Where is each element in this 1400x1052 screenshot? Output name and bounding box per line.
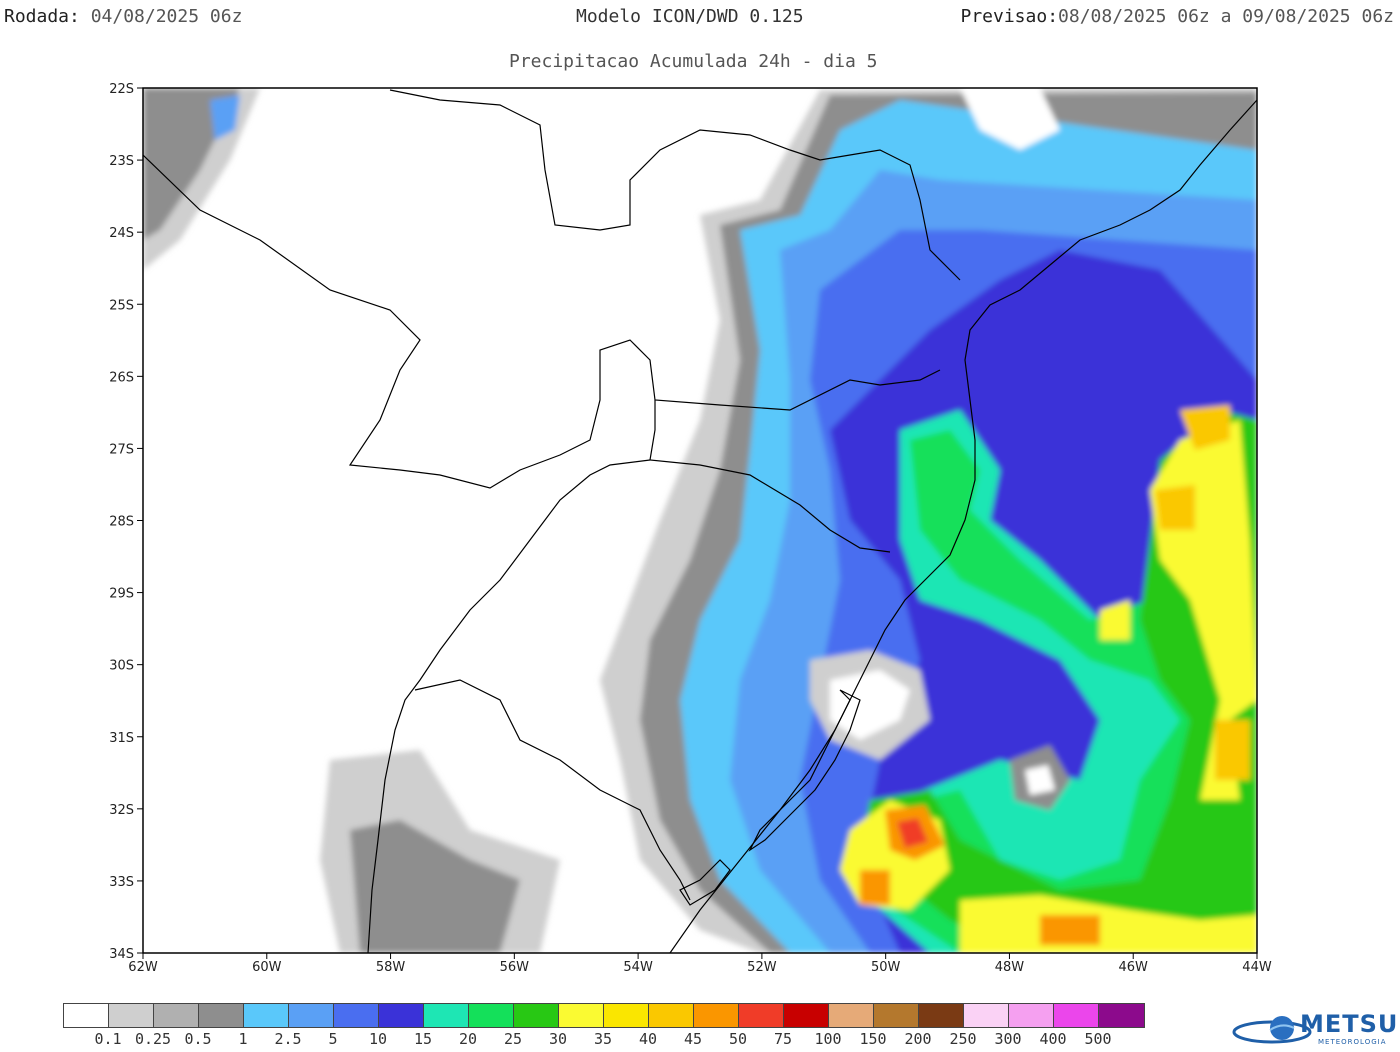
map-subtitle: Precipitacao Acumulada 24h - dia 5 bbox=[509, 51, 878, 72]
lat-tick-label: 22S bbox=[109, 82, 134, 97]
colorbar-label: 150 bbox=[859, 1030, 887, 1048]
colorbar-label: 10 bbox=[368, 1030, 388, 1048]
precipitation-map: 22S23S24S25S26S27S28S29S30S31S32S33S34S6… bbox=[109, 82, 1272, 975]
precip-colorbar bbox=[63, 1003, 1145, 1028]
colorbar-label: 200 bbox=[904, 1030, 932, 1048]
logo-text: METSUL bbox=[1300, 1010, 1400, 1038]
colorbar-swatch bbox=[199, 1004, 244, 1027]
lon-tick-label: 50W bbox=[871, 960, 901, 975]
colorbar-swatch bbox=[379, 1004, 424, 1027]
run-date: Rodada: 04/08/2025 06z bbox=[4, 6, 243, 27]
colorbar-label: 15 bbox=[413, 1030, 433, 1048]
colorbar-swatch bbox=[919, 1004, 964, 1027]
lon-tick-label: 48W bbox=[995, 960, 1025, 975]
colorbar-swatch bbox=[694, 1004, 739, 1027]
lat-tick-label: 34S bbox=[109, 947, 134, 962]
lat-tick-label: 32S bbox=[109, 803, 134, 818]
colorbar-label: 40 bbox=[638, 1030, 658, 1048]
political-borders bbox=[143, 89, 1257, 953]
colorbar-label: 300 bbox=[994, 1030, 1022, 1048]
colorbar-label: 250 bbox=[949, 1030, 977, 1048]
colorbar-label: 400 bbox=[1039, 1030, 1067, 1048]
colorbar-label: 50 bbox=[728, 1030, 748, 1048]
forecast-period: Previsao:08/08/2025 06z a 09/08/2025 06z bbox=[960, 6, 1395, 27]
lat-tick-label: 26S bbox=[109, 370, 134, 385]
colorbar-swatch bbox=[829, 1004, 874, 1027]
colorbar-label: 0.1 bbox=[94, 1030, 122, 1048]
colorbar-swatch bbox=[1099, 1004, 1144, 1027]
colorbar-label: 0.25 bbox=[134, 1030, 172, 1048]
logo-subtext: METEOROLOGIA bbox=[1318, 1038, 1387, 1046]
lon-tick-label: 52W bbox=[747, 960, 777, 975]
model-title: Modelo ICON/DWD 0.125 bbox=[576, 6, 804, 27]
colorbar-swatch bbox=[874, 1004, 919, 1027]
colorbar-swatch bbox=[784, 1004, 829, 1027]
colorbar-swatch bbox=[109, 1004, 154, 1027]
axis-ticks: 22S23S24S25S26S27S28S29S30S31S32S33S34S6… bbox=[109, 82, 1272, 975]
colorbar-label: 500 bbox=[1084, 1030, 1112, 1048]
lat-tick-label: 25S bbox=[109, 298, 134, 313]
colorbar-swatch bbox=[1054, 1004, 1099, 1027]
colorbar-swatch bbox=[964, 1004, 1009, 1027]
lon-tick-label: 46W bbox=[1119, 960, 1149, 975]
colorbar-swatch bbox=[469, 1004, 514, 1027]
colorbar-label: 75 bbox=[773, 1030, 793, 1048]
lat-tick-label: 24S bbox=[109, 226, 134, 241]
colorbar-label: 30 bbox=[548, 1030, 568, 1048]
lat-tick-label: 23S bbox=[109, 154, 134, 169]
lon-tick-label: 58W bbox=[376, 960, 406, 975]
colorbar-label: 2.5 bbox=[274, 1030, 302, 1048]
lat-tick-label: 28S bbox=[109, 515, 134, 530]
colorbar-label: 25 bbox=[503, 1030, 523, 1048]
colorbar-swatch bbox=[604, 1004, 649, 1027]
lat-tick-label: 30S bbox=[109, 659, 134, 674]
colorbar-label: 100 bbox=[814, 1030, 842, 1048]
lat-tick-label: 29S bbox=[109, 587, 134, 602]
colorbar-label: 1 bbox=[238, 1030, 248, 1048]
colorbar-swatch bbox=[334, 1004, 379, 1027]
colorbar-swatch bbox=[514, 1004, 559, 1027]
lat-tick-label: 27S bbox=[109, 442, 134, 457]
colorbar-labels: 0.1 0.25 0.5 1 2.5 5 10 15 20 25 30 35 40 45 50 75 100 15… bbox=[63, 1030, 1148, 1050]
colorbar-swatch bbox=[739, 1004, 784, 1027]
colorbar-swatch bbox=[649, 1004, 694, 1027]
lat-tick-label: 33S bbox=[109, 875, 134, 890]
lon-tick-label: 54W bbox=[623, 960, 653, 975]
colorbar-label: 0.5 bbox=[184, 1030, 212, 1048]
lon-tick-label: 60W bbox=[252, 960, 282, 975]
colorbar-swatch bbox=[559, 1004, 604, 1027]
colorbar-swatch bbox=[154, 1004, 199, 1027]
lon-tick-label: 56W bbox=[500, 960, 530, 975]
colorbar-swatch bbox=[64, 1004, 109, 1027]
lon-tick-label: 44W bbox=[1242, 960, 1272, 975]
colorbar-label: 35 bbox=[593, 1030, 613, 1048]
colorbar-swatch bbox=[1009, 1004, 1054, 1027]
colorbar-swatch bbox=[289, 1004, 334, 1027]
colorbar-label: 20 bbox=[458, 1030, 478, 1048]
metsul-logo bbox=[1232, 1016, 1312, 1044]
colorbar-swatch bbox=[424, 1004, 469, 1027]
colorbar-label: 5 bbox=[328, 1030, 338, 1048]
lon-tick-label: 62W bbox=[128, 960, 158, 975]
precip-field bbox=[143, 88, 1257, 953]
colorbar-label: 45 bbox=[683, 1030, 703, 1048]
colorbar-swatch bbox=[244, 1004, 289, 1027]
lat-tick-label: 31S bbox=[109, 731, 134, 746]
